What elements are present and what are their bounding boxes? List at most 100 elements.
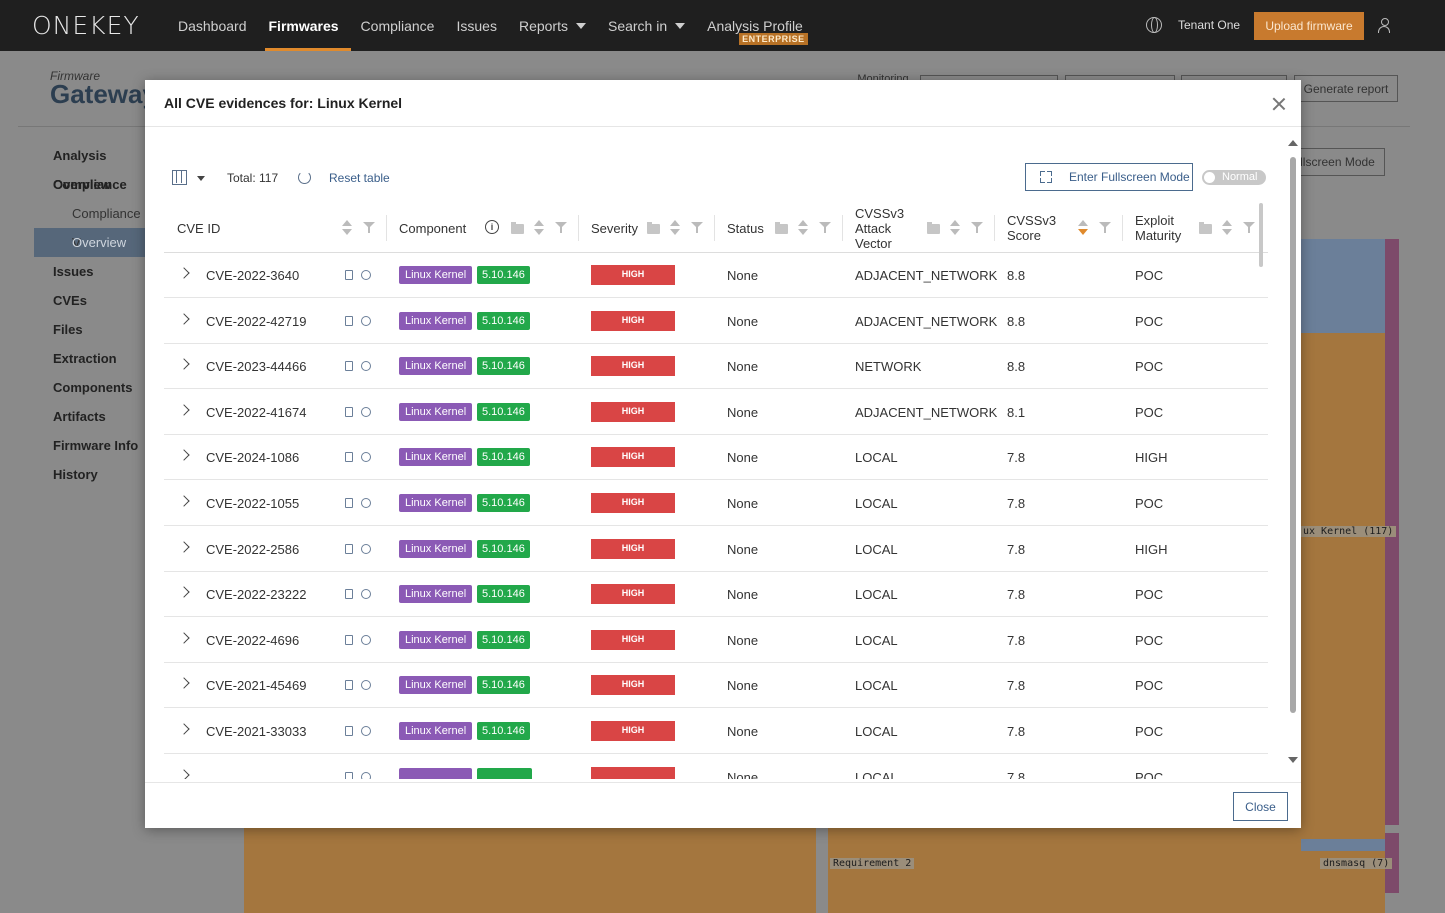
filter-icon[interactable] xyxy=(971,222,983,233)
upload-firmware-button[interactable]: Upload firmware xyxy=(1254,12,1364,40)
table-row[interactable]: CVE-2022-23222 Linux Kernel 5.10.146 HIGH No… xyxy=(164,572,1268,618)
filter-icon[interactable] xyxy=(363,222,375,233)
sidebar-item-files[interactable]: Files xyxy=(53,322,83,337)
component-badge[interactable] xyxy=(399,767,472,779)
reset-table-link[interactable]: Reset table xyxy=(329,171,390,185)
copy-icon[interactable] xyxy=(345,406,353,417)
chevron-right-icon[interactable] xyxy=(178,312,190,325)
table-row[interactable]: CVE-2021-45469 Linux Kernel 5.10.146 HIGH No… xyxy=(164,663,1268,709)
column-header-score[interactable]: CVSSv3 Score xyxy=(1007,203,1062,253)
group-icon[interactable] xyxy=(775,222,788,234)
chevron-right-icon[interactable] xyxy=(178,267,190,279)
copy-icon[interactable] xyxy=(345,315,353,326)
nav-reports[interactable]: Reports xyxy=(519,0,586,51)
cve-id[interactable]: CVE-2022-4696 xyxy=(206,632,300,648)
copy-icon[interactable] xyxy=(345,726,353,736)
history-icon[interactable] xyxy=(361,726,371,736)
column-header-cve-id[interactable]: CVE ID xyxy=(177,203,220,253)
group-icon[interactable] xyxy=(1199,222,1212,234)
copy-icon[interactable] xyxy=(345,771,353,779)
history-icon[interactable] xyxy=(361,543,371,554)
tenant-selector[interactable]: Tenant One xyxy=(1178,18,1241,32)
table-row[interactable]: CVE-2024-1086 Linux Kernel 5.10.146 HIGH Non… xyxy=(164,435,1268,481)
nav-firmwares[interactable]: Firmwares xyxy=(264,0,351,51)
chevron-right-icon[interactable] xyxy=(178,768,190,779)
globe-icon[interactable] xyxy=(1146,17,1162,33)
history-icon[interactable] xyxy=(361,498,371,508)
cve-id[interactable]: CVE-2022-23222 xyxy=(206,587,307,603)
cve-id[interactable]: CVE-2022-2586 xyxy=(206,541,300,557)
fullscreen-mode-button[interactable]: Enter Fullscreen Mode xyxy=(1025,163,1193,191)
sidebar-item-artifacts[interactable]: Artifacts xyxy=(53,409,106,424)
table-row[interactable]: CVE-2023-44466 Linux Kernel 5.10.146 HIGH No… xyxy=(164,344,1268,390)
sidebar-item-firmware-info[interactable]: Firmware Info xyxy=(53,438,139,453)
chevron-right-icon[interactable] xyxy=(178,677,190,690)
copy-icon[interactable] xyxy=(345,543,353,554)
nav-dashboard[interactable]: Dashboard xyxy=(178,0,247,51)
cve-id[interactable]: CVE-2021-33033 xyxy=(206,724,307,739)
component-badge[interactable]: Linux Kernel xyxy=(399,357,473,376)
sidebar-item-components[interactable]: Components xyxy=(53,380,133,395)
chevron-right-icon[interactable] xyxy=(178,723,190,735)
copy-icon[interactable] xyxy=(345,680,353,691)
sort-icon[interactable] xyxy=(534,220,544,236)
close-button[interactable]: Close xyxy=(1233,792,1288,821)
sort-icon[interactable] xyxy=(950,220,960,236)
sort-icon[interactable] xyxy=(798,220,808,236)
cve-id[interactable]: CVE-2022-41674 xyxy=(206,404,307,420)
chevron-right-icon[interactable] xyxy=(178,632,190,644)
component-badge[interactable]: Linux Kernel xyxy=(399,402,473,421)
modal-scrollbar[interactable] xyxy=(1288,140,1298,765)
sidebar-item-compliance-sub[interactable]: Compliance V xyxy=(72,206,141,250)
chevron-right-icon[interactable] xyxy=(178,540,190,553)
copy-icon[interactable] xyxy=(345,589,353,600)
cve-id[interactable]: CVE-2022-42719 xyxy=(206,313,307,329)
table-row[interactable]: CVE-2022-3640 Linux Kernel 5.10.146 HIGH Non… xyxy=(164,253,1268,298)
column-header-component[interactable]: Component xyxy=(399,203,466,253)
history-icon[interactable] xyxy=(361,406,371,417)
component-badge[interactable]: Linux Kernel xyxy=(399,630,473,649)
table-row[interactable]: CVE-2022-1055 Linux Kernel 5.10.146 HIGH Non… xyxy=(164,481,1268,526)
filter-icon[interactable] xyxy=(691,222,703,233)
sort-icon[interactable] xyxy=(342,220,352,236)
table-row[interactable]: CVE-2022-42719 Linux Kernel 5.10.146 HIGH No… xyxy=(164,299,1268,344)
cve-id[interactable]: CVE-2021-45469 xyxy=(206,678,307,694)
copy-icon[interactable] xyxy=(345,361,353,372)
cve-id[interactable]: CVE-2022-3640 xyxy=(206,268,300,283)
group-icon[interactable] xyxy=(647,222,660,234)
component-badge[interactable]: Linux Kernel xyxy=(399,266,473,284)
nav-compliance[interactable]: Compliance xyxy=(361,0,435,51)
history-icon[interactable] xyxy=(361,452,371,463)
component-badge[interactable]: Linux Kernel xyxy=(399,676,473,695)
onekey-logo[interactable]: ONEKEY xyxy=(32,11,140,40)
nav-search-in[interactable]: Search in xyxy=(608,0,686,51)
history-icon[interactable] xyxy=(361,270,371,280)
chevron-right-icon[interactable] xyxy=(178,586,190,598)
chevron-right-icon[interactable] xyxy=(178,449,190,462)
table-row[interactable]: CVE-2022-41674 Linux Kernel 5.10.146 HIGH No… xyxy=(164,390,1268,435)
sort-icon[interactable] xyxy=(670,220,680,236)
info-icon[interactable]: i xyxy=(485,220,499,234)
chevron-down-icon[interactable] xyxy=(197,176,205,181)
cve-id[interactable]: CVE-2022-1055 xyxy=(206,496,300,511)
sort-descending-icon[interactable] xyxy=(1078,220,1088,236)
table-row[interactable]: None LOCAL 7.8 POC xyxy=(164,755,1268,779)
component-badge[interactable]: Linux Kernel xyxy=(399,494,473,512)
history-icon[interactable] xyxy=(361,680,371,691)
cve-id[interactable]: CVE-2024-1086 xyxy=(206,450,300,466)
density-toggle[interactable]: Normal xyxy=(1202,170,1266,185)
group-icon[interactable] xyxy=(927,222,940,234)
filter-icon[interactable] xyxy=(555,222,567,233)
history-icon[interactable] xyxy=(361,771,371,779)
columns-icon[interactable] xyxy=(172,170,187,185)
component-badge[interactable]: Linux Kernel xyxy=(399,585,473,604)
copy-icon[interactable] xyxy=(345,270,353,280)
user-icon[interactable] xyxy=(1378,18,1390,33)
reset-icon[interactable] xyxy=(298,171,311,184)
copy-icon[interactable] xyxy=(345,498,353,508)
sort-icon[interactable] xyxy=(1222,220,1232,236)
sidebar-item-compliance[interactable]: Compliance xyxy=(53,177,127,192)
column-header-attack-vector[interactable]: CVSSv3 Attack Vector xyxy=(855,203,915,253)
table-row[interactable]: CVE-2021-33033 Linux Kernel 5.10.146 HIGH No… xyxy=(164,709,1268,754)
generate-report-button[interactable]: Generate report xyxy=(1294,75,1398,102)
